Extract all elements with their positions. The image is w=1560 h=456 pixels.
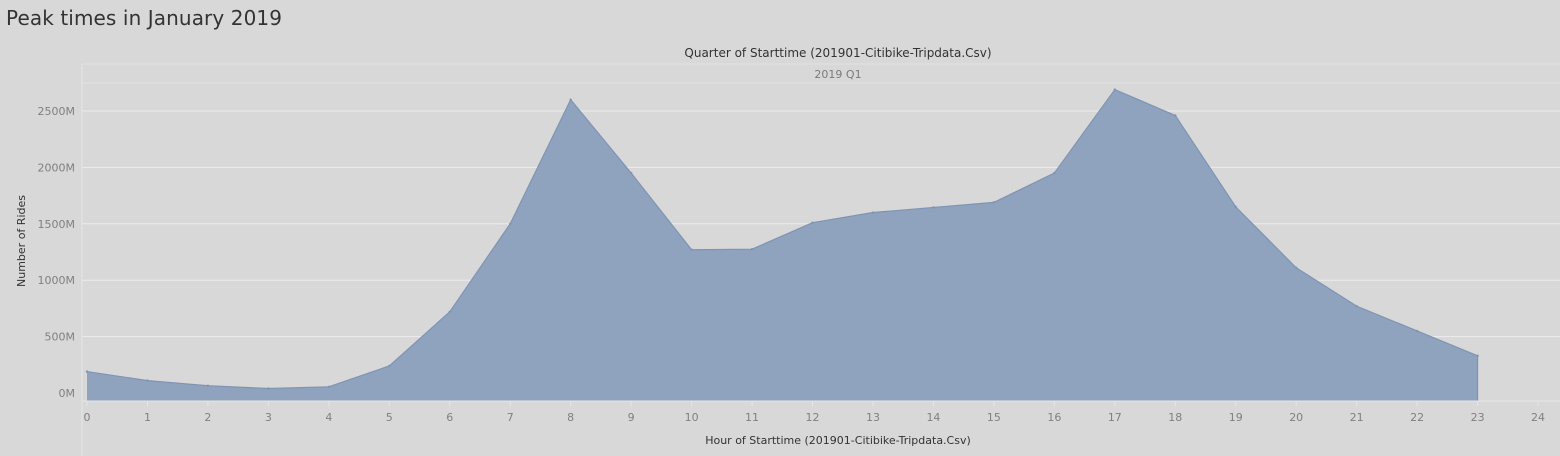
x-tick-label: 22 [1410, 411, 1424, 424]
y-tick-label: 500M [45, 331, 76, 344]
x-tick-label: 17 [1108, 411, 1122, 424]
x-tick-label: 1 [144, 411, 151, 424]
data-point-hour-20[interactable] [1295, 266, 1298, 269]
y-axis-ticks: 0M 500M 1000M 1500M 2000M 2500M [38, 105, 76, 400]
y-tick-label: 2000M [38, 161, 76, 174]
x-tick-label: 9 [628, 411, 635, 424]
y-tick-label: 1500M [38, 218, 76, 231]
y-axis-title: Number of Rides [15, 195, 28, 287]
data-point-hour-22[interactable] [1415, 329, 1419, 333]
page-title: Peak times in January 2019 [6, 6, 283, 30]
x-tick-label: 15 [987, 411, 1001, 424]
x-tick-label: 8 [567, 411, 574, 424]
x-tick-label: 24 [1531, 411, 1545, 424]
data-point-hour-12[interactable] [811, 221, 814, 224]
x-tick-label: 16 [1047, 411, 1061, 424]
x-tick-label: 7 [507, 411, 514, 424]
x-tick-label: 3 [265, 411, 272, 424]
x-tick-label: 6 [446, 411, 453, 424]
data-point-hour-14[interactable] [932, 206, 935, 209]
x-tick-label: 23 [1471, 411, 1485, 424]
data-point-hour-4[interactable] [327, 385, 331, 388]
data-point-hour-17[interactable] [1113, 88, 1117, 91]
data-point-hour-3[interactable] [267, 387, 270, 390]
x-axis-ticks: 0 1 2 3 4 5 6 7 8 9 10 11 12 13 14 15 16 17 18 19 20 21 22 23 24 [84, 401, 1545, 424]
data-point-hour-15[interactable] [992, 201, 996, 204]
area-fill [87, 89, 1478, 401]
data-point-hour-8[interactable] [569, 98, 572, 101]
x-tick-label: 12 [806, 411, 820, 424]
data-point-hour-10[interactable] [690, 248, 693, 251]
data-point-hour-18[interactable] [1174, 114, 1177, 117]
y-tick-label: 2500M [38, 105, 76, 118]
y-tick-label: 0M [59, 387, 76, 400]
data-point-hour-6[interactable] [448, 310, 451, 313]
data-point-hour-2[interactable] [206, 384, 210, 387]
x-tick-label: 5 [386, 411, 393, 424]
data-point-hour-13[interactable] [871, 211, 875, 214]
data-point-hour-0[interactable] [85, 370, 89, 373]
axes [81, 63, 1560, 456]
data-point-hour-11[interactable] [750, 247, 754, 251]
data-point-hour-23[interactable] [1476, 354, 1479, 357]
x-tick-label: 0 [84, 411, 91, 424]
x-tick-label: 10 [685, 411, 699, 424]
x-tick-label: 11 [745, 411, 759, 424]
x-tick-label: 20 [1289, 411, 1303, 424]
column-header: Quarter of Starttime (201901-Citibike-Tr… [684, 46, 991, 60]
x-tick-label: 4 [325, 411, 332, 424]
x-tick-label: 19 [1229, 411, 1243, 424]
data-point-hour-21[interactable] [1355, 304, 1358, 308]
x-tick-label: 21 [1350, 411, 1364, 424]
x-tick-label: 18 [1168, 411, 1182, 424]
data-point-hour-7[interactable] [509, 222, 512, 225]
data-point-hour-5[interactable] [388, 364, 391, 368]
area-series [85, 88, 1479, 401]
column-header-group: Quarter of Starttime (201901-Citibike-Tr… [684, 46, 991, 81]
x-tick-label: 13 [866, 411, 880, 424]
column-header-value: 2019 Q1 [814, 68, 861, 81]
data-point-hour-9[interactable] [629, 171, 633, 175]
x-axis-title: Hour of Starttime (201901-Citibike-Tripd… [705, 434, 971, 447]
x-tick-label: 14 [926, 411, 940, 424]
data-point-hour-16[interactable] [1053, 171, 1056, 175]
x-tick-label: 2 [204, 411, 211, 424]
data-point-hour-1[interactable] [146, 379, 149, 382]
data-point-hour-19[interactable] [1234, 205, 1237, 209]
y-tick-label: 1000M [38, 274, 76, 287]
